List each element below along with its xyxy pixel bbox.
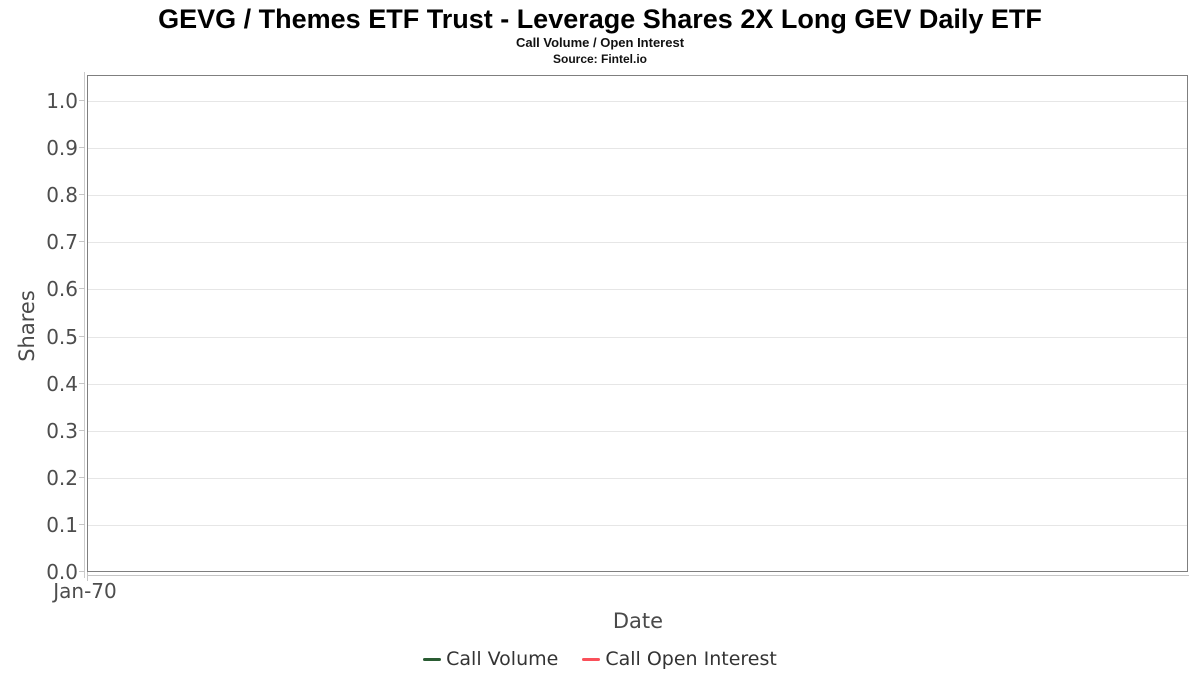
y-axis-tick-mark	[79, 335, 85, 337]
y-axis-tick-mark	[79, 100, 85, 101]
y-axis-tick-label: 0.0	[46, 560, 78, 584]
legend-swatch-icon	[423, 657, 442, 661]
legend-item[interactable]: Call Volume	[423, 648, 558, 670]
y-axis-tick-label: 0.7	[46, 230, 78, 255]
legend-label: Call Open Interest	[605, 648, 777, 670]
y-axis-tick-label: 0.9	[46, 136, 78, 161]
y-axis-tick-label: 0.1	[46, 512, 78, 537]
x-axis-tick-mark	[87, 572, 88, 581]
gridline	[88, 148, 1187, 150]
y-axis-tick-label: 0.4	[46, 371, 78, 396]
legend-item[interactable]: Call Open Interest	[582, 648, 777, 670]
gridline	[88, 101, 1187, 102]
x-axis-line	[87, 575, 1189, 576]
legend-swatch-icon	[582, 657, 601, 661]
y-axis-tick-label: 1.0	[46, 89, 78, 113]
gridline	[88, 430, 1187, 432]
y-axis-tick-mark	[79, 523, 85, 525]
y-axis-tick-label: 0.5	[46, 324, 78, 349]
y-axis-tick-label: 0.2	[46, 465, 78, 490]
y-axis-tick-label: 0.3	[46, 418, 78, 443]
gridline	[88, 477, 1187, 479]
plot-area	[87, 75, 1188, 572]
gridline	[88, 336, 1187, 338]
chart-subtitle: Call Volume / Open Interest	[515, 35, 685, 50]
x-axis-title: Date	[612, 609, 664, 633]
y-axis-tick-mark	[79, 476, 85, 478]
gridline	[88, 195, 1187, 197]
y-axis-tick-mark	[79, 571, 85, 572]
legend: Call Volume Call Open Interest	[0, 645, 1200, 673]
gridline	[88, 383, 1187, 385]
gridline	[88, 524, 1187, 526]
chart-title: GEVG / Themes ETF Trust - Leverage Share…	[158, 4, 1042, 34]
gridline	[88, 289, 1187, 291]
y-axis-tick-mark	[79, 382, 85, 384]
gridline	[88, 242, 1187, 244]
y-axis-tick-mark	[79, 147, 85, 149]
legend-label: Call Volume	[446, 648, 559, 670]
y-axis-tick-mark	[79, 194, 85, 196]
y-axis-tick-label: 0.6	[46, 277, 78, 302]
y-axis-line	[84, 72, 85, 578]
y-axis-tick-mark	[79, 288, 85, 290]
y-axis-tick-mark	[79, 429, 85, 431]
y-axis-tick-mark	[79, 241, 85, 243]
y-axis-tick-label: 0.8	[46, 183, 78, 208]
chart-source: Source: Fintel.io	[552, 52, 647, 66]
x-axis-tick-label: Jan-70	[53, 579, 117, 603]
